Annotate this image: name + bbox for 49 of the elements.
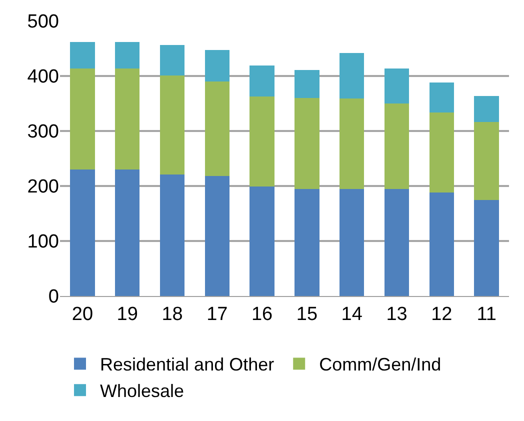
y-tick-label: 100 bbox=[27, 232, 59, 253]
bar bbox=[115, 42, 140, 68]
bar bbox=[384, 188, 410, 296]
bar bbox=[474, 96, 499, 122]
x-tick-label: 18 bbox=[162, 304, 183, 325]
bar bbox=[250, 96, 274, 187]
y-tick-label: 300 bbox=[27, 122, 59, 143]
bar bbox=[70, 68, 95, 170]
bar bbox=[384, 68, 410, 104]
x-tick-label: 20 bbox=[72, 304, 94, 325]
x-tick-label: 11 bbox=[476, 304, 496, 325]
bar bbox=[160, 75, 185, 174]
x-tick-label: 15 bbox=[296, 304, 318, 325]
legend-label: Comm/Gen/Ind bbox=[319, 354, 442, 375]
bar bbox=[160, 45, 185, 76]
bar bbox=[294, 188, 320, 296]
y-tick-label: 0 bbox=[48, 286, 59, 308]
bar bbox=[250, 186, 274, 296]
bar bbox=[294, 70, 320, 98]
bar bbox=[429, 192, 454, 296]
y-tick-label: 200 bbox=[27, 176, 59, 198]
bar bbox=[160, 174, 185, 296]
bar bbox=[204, 82, 230, 176]
bar bbox=[70, 170, 95, 296]
y-tick-label: 500 bbox=[27, 12, 59, 33]
x-tick-label: 19 bbox=[116, 304, 138, 325]
bar bbox=[250, 66, 274, 96]
x-tick-label: 17 bbox=[206, 304, 228, 325]
legend-label: Wholesale bbox=[100, 381, 184, 402]
bar bbox=[115, 170, 140, 296]
x-tick-label: 13 bbox=[386, 304, 408, 325]
bar bbox=[429, 112, 454, 193]
x-tick-label: 14 bbox=[341, 304, 363, 325]
bar bbox=[474, 122, 499, 200]
bar bbox=[429, 82, 454, 112]
y-tick-label: 400 bbox=[27, 66, 59, 88]
bar bbox=[340, 52, 364, 99]
x-tick-label: 12 bbox=[431, 304, 452, 325]
bar bbox=[340, 188, 364, 296]
bar bbox=[384, 104, 410, 189]
bar bbox=[474, 200, 499, 296]
x-tick-label: 16 bbox=[251, 304, 273, 325]
bar bbox=[204, 50, 230, 82]
legend-label: Residential and Other bbox=[100, 354, 274, 375]
bar bbox=[204, 176, 230, 296]
bar bbox=[294, 98, 320, 189]
bar bbox=[70, 42, 95, 68]
bar bbox=[115, 68, 140, 170]
bar bbox=[340, 98, 364, 189]
